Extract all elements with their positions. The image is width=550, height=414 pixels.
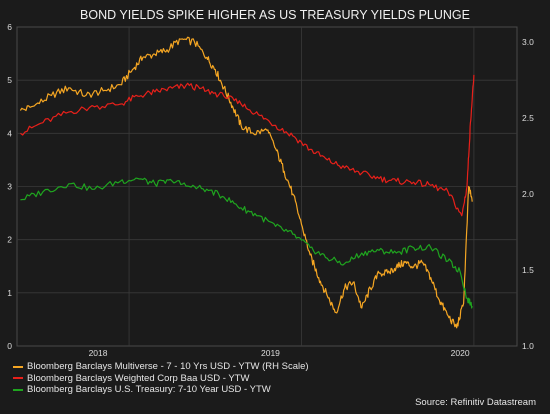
series-line	[20, 74, 475, 217]
chart-title: BOND YIELDS SPIKE HIGHER AS US TREASURY …	[80, 8, 470, 22]
y-right-tick-label: 1.0	[522, 341, 534, 351]
x-tick-label: 2020	[451, 348, 470, 358]
legend: Bloomberg Barclays Multiverse - 7 - 10 Y…	[13, 361, 309, 396]
x-tick-label: 2018	[89, 348, 108, 358]
y-left-tick-label: 1	[7, 288, 12, 298]
x-tick-label: 2019	[261, 348, 280, 358]
y-left-tick-label: 4	[7, 128, 12, 138]
series-line	[19, 36, 473, 329]
legend-entry: Bloomberg Barclays Multiverse - 7 - 10 Y…	[13, 361, 309, 373]
source-note: Source: Refinitiv Datastream	[415, 397, 536, 408]
y-left-tick-label: 5	[7, 75, 12, 85]
y-left-tick-label: 0	[7, 341, 12, 351]
y-right-tick-label: 2.5	[522, 113, 534, 123]
legend-swatch	[13, 388, 23, 391]
legend-swatch	[13, 365, 23, 368]
legend-entry: Bloomberg Barclays Weighted Corp Baa USD…	[13, 373, 309, 385]
y-right-tick-label: 3.0	[522, 37, 534, 47]
legend-entry: Bloomberg Barclays U.S. Treasury: 7-10 Y…	[13, 384, 309, 396]
legend-label: Bloomberg Barclays Multiverse - 7 - 10 Y…	[27, 361, 309, 372]
y-left-tick-label: 2	[7, 235, 12, 245]
legend-label: Bloomberg Barclays U.S. Treasury: 7-10 Y…	[27, 384, 271, 395]
legend-swatch	[13, 377, 23, 380]
series-line	[20, 177, 473, 309]
y-left-tick-label: 3	[7, 182, 12, 192]
legend-label: Bloomberg Barclays Weighted Corp Baa USD…	[27, 372, 250, 384]
y-left-tick-label: 6	[7, 22, 12, 32]
y-right-tick-label: 2.0	[522, 189, 534, 199]
y-right-tick-label: 1.5	[522, 265, 534, 275]
